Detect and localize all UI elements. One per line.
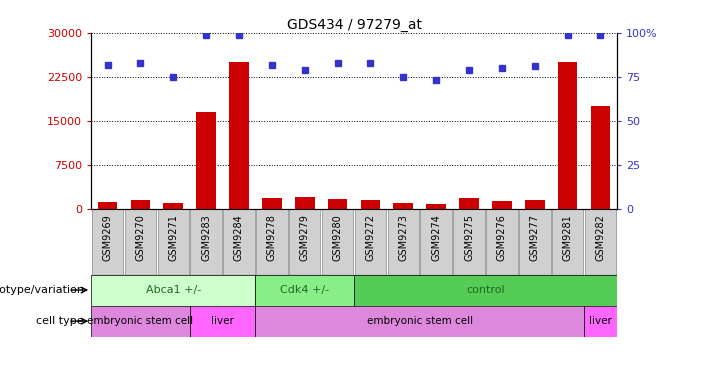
Text: genotype/variation: genotype/variation [0, 285, 84, 295]
Text: GSM9279: GSM9279 [300, 214, 310, 261]
Bar [354, 274, 617, 306]
Text: GSM9275: GSM9275 [464, 214, 474, 261]
Bar [421, 209, 452, 274]
Bar [229, 62, 249, 209]
Text: control: control [466, 285, 505, 295]
Bar [191, 209, 222, 274]
Bar [223, 209, 254, 274]
Text: GSM9272: GSM9272 [365, 214, 376, 261]
Bar [519, 209, 550, 274]
Bar [190, 306, 255, 337]
Bar [262, 198, 282, 209]
Bar [255, 274, 354, 306]
Text: GSM9273: GSM9273 [398, 214, 408, 261]
Bar [552, 209, 583, 274]
Text: GSM9277: GSM9277 [530, 214, 540, 261]
Text: liver: liver [589, 316, 612, 326]
Text: GSM9271: GSM9271 [168, 214, 178, 261]
Text: Cdk4 +/-: Cdk4 +/- [280, 285, 329, 295]
Bar [486, 209, 517, 274]
Bar [393, 203, 413, 209]
Text: GSM9282: GSM9282 [595, 214, 606, 261]
Bar [196, 112, 216, 209]
Bar [328, 199, 348, 209]
Text: GSM9280: GSM9280 [332, 214, 343, 261]
Bar [255, 306, 584, 337]
Text: GSM9278: GSM9278 [267, 214, 277, 261]
Bar [585, 209, 616, 274]
Bar [289, 209, 320, 274]
Text: Abca1 +/-: Abca1 +/- [146, 285, 201, 295]
Bar [590, 106, 611, 209]
Text: GSM9274: GSM9274 [431, 214, 441, 261]
Text: embryonic stem cell: embryonic stem cell [88, 316, 193, 326]
Bar [454, 209, 485, 274]
Bar [584, 306, 617, 337]
Text: GSM9269: GSM9269 [102, 214, 113, 261]
Text: GSM9283: GSM9283 [201, 214, 211, 261]
Text: GSM9281: GSM9281 [563, 214, 573, 261]
Bar [525, 200, 545, 209]
Bar [130, 200, 150, 209]
Bar [360, 200, 381, 209]
Bar [91, 274, 255, 306]
Bar [125, 209, 156, 274]
Bar [158, 209, 189, 274]
Bar [426, 204, 446, 209]
Bar [459, 198, 479, 209]
Text: liver: liver [211, 316, 234, 326]
Bar [295, 197, 315, 209]
Bar [163, 203, 183, 209]
Text: GSM9284: GSM9284 [234, 214, 244, 261]
Text: embryonic stem cell: embryonic stem cell [367, 316, 472, 326]
Bar [91, 306, 190, 337]
Bar [92, 209, 123, 274]
Bar [97, 202, 118, 209]
Bar [355, 209, 386, 274]
Text: GSM9270: GSM9270 [135, 214, 145, 261]
Bar [322, 209, 353, 274]
Text: cell type: cell type [36, 316, 84, 326]
Bar [256, 209, 287, 274]
Title: GDS434 / 97279_at: GDS434 / 97279_at [287, 18, 421, 32]
Bar [492, 201, 512, 209]
Bar [558, 62, 578, 209]
Bar [388, 209, 419, 274]
Text: GSM9276: GSM9276 [497, 214, 507, 261]
